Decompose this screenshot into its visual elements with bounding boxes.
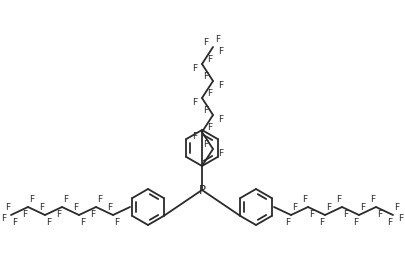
Text: F: F	[73, 203, 78, 212]
Text: F: F	[285, 218, 290, 227]
Text: F: F	[309, 210, 314, 219]
Text: F: F	[46, 218, 51, 227]
Text: F: F	[218, 47, 223, 56]
Text: F: F	[12, 218, 17, 227]
Text: F: F	[387, 218, 392, 227]
Text: F: F	[203, 106, 208, 115]
Text: F: F	[56, 210, 61, 219]
Text: F: F	[360, 203, 365, 212]
Text: F: F	[203, 72, 208, 81]
Text: F: F	[97, 195, 102, 204]
Text: P: P	[198, 184, 205, 196]
Text: F: F	[1, 214, 6, 223]
Text: F: F	[29, 195, 34, 204]
Text: F: F	[107, 203, 112, 212]
Text: F: F	[377, 210, 382, 219]
Text: F: F	[353, 218, 358, 227]
Text: F: F	[39, 203, 44, 212]
Text: F: F	[218, 115, 223, 124]
Text: F: F	[192, 64, 197, 73]
Text: F: F	[192, 132, 197, 141]
Text: F: F	[192, 98, 197, 107]
Text: F: F	[215, 35, 220, 44]
Text: F: F	[114, 218, 119, 227]
Text: F: F	[319, 218, 324, 227]
Text: F: F	[370, 195, 375, 204]
Text: F: F	[22, 210, 27, 219]
Text: F: F	[63, 195, 68, 204]
Text: F: F	[207, 123, 212, 132]
Text: F: F	[218, 81, 223, 90]
Text: F: F	[336, 195, 341, 204]
Text: F: F	[292, 203, 297, 212]
Text: F: F	[90, 210, 95, 219]
Text: F: F	[207, 89, 212, 98]
Text: F: F	[80, 218, 85, 227]
Text: F: F	[394, 203, 399, 212]
Text: F: F	[343, 210, 348, 219]
Text: F: F	[398, 214, 403, 223]
Text: F: F	[218, 149, 223, 158]
Text: F: F	[203, 38, 208, 47]
Text: F: F	[207, 55, 212, 64]
Text: F: F	[302, 195, 307, 204]
Text: F: F	[203, 140, 208, 149]
Text: F: F	[326, 203, 331, 212]
Text: F: F	[5, 203, 10, 212]
